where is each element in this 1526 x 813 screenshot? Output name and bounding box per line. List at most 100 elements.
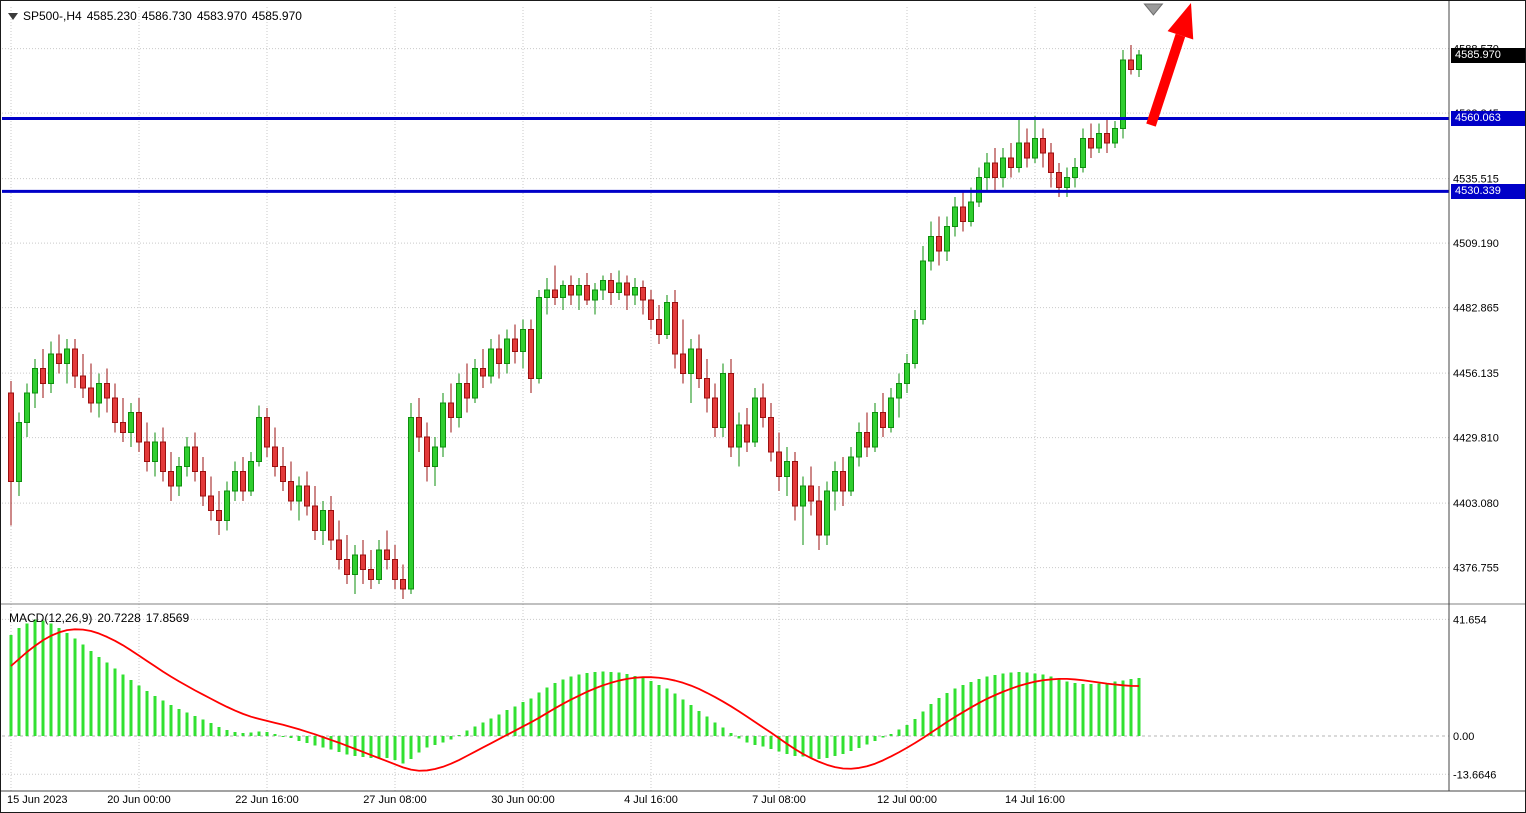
macd-bar: [457, 735, 461, 737]
candle-body: [520, 328, 526, 352]
candle: [888, 388, 894, 433]
candle-body: [432, 446, 438, 468]
candle: [952, 197, 958, 237]
candle: [8, 380, 14, 526]
candle-body: [72, 348, 78, 377]
macd-bar: [1105, 682, 1109, 736]
candle-body: [192, 446, 198, 473]
candle-body: [496, 348, 502, 365]
macd-bar: [689, 704, 693, 736]
macd-bar: [1065, 681, 1069, 736]
candle: [624, 275, 630, 310]
candle: [152, 432, 158, 477]
macd-bar: [529, 698, 533, 736]
macd-bar: [1017, 672, 1021, 736]
trend-arrow-head[interactable]: [1167, 2, 1194, 40]
macd-bar: [873, 736, 877, 742]
candle: [104, 368, 110, 413]
candle-body: [592, 289, 598, 301]
trend-arrow-shaft[interactable]: [1146, 33, 1186, 127]
candle-body: [600, 279, 606, 291]
macd-bar: [193, 715, 197, 736]
candle-body: [24, 392, 30, 424]
candle-body: [248, 461, 254, 492]
macd-bar: [241, 733, 245, 736]
candle-body: [720, 372, 726, 428]
candle-body: [800, 485, 806, 507]
macd-bar: [913, 718, 917, 736]
macd-bar: [673, 693, 677, 736]
candle-body: [792, 461, 798, 507]
candle: [248, 451, 254, 497]
candle: [568, 275, 574, 305]
macd-bar: [353, 736, 357, 756]
candle-body: [896, 382, 902, 399]
current-price-tag: 4585.970: [1451, 47, 1525, 63]
macd-bar: [969, 681, 973, 736]
candle: [72, 339, 78, 389]
candle-body: [680, 353, 686, 374]
candle-body: [280, 466, 286, 482]
macd-bar: [961, 685, 965, 736]
x-axis-label: 22 Jun 16:00: [235, 794, 299, 806]
macd-bar: [433, 736, 437, 745]
candle: [440, 393, 446, 457]
candle-body: [208, 495, 214, 512]
macd-bar: [745, 736, 749, 743]
macd-bar: [857, 736, 861, 748]
candle-body: [544, 289, 550, 299]
candle-body: [696, 348, 702, 379]
macd-name: MACD(12,26,9): [9, 611, 93, 625]
candle: [368, 549, 374, 590]
ohlc-close: 4585.970: [251, 9, 302, 23]
macd-bar: [105, 662, 109, 736]
macd-bar: [905, 724, 909, 736]
macd-bar: [633, 675, 637, 736]
symbol-dropdown-icon[interactable]: [8, 12, 18, 20]
macd-bar: [385, 736, 389, 759]
y-axis-label: 4482.865: [1453, 303, 1499, 315]
candle-body: [400, 578, 406, 590]
candle: [640, 280, 646, 315]
macd-bar: [65, 632, 69, 736]
macd-bar: [369, 736, 373, 759]
macd-bar: [41, 620, 45, 736]
macd-bar: [921, 711, 925, 736]
x-axis-label: 15 Jun 2023: [7, 794, 68, 806]
macd-bar: [929, 703, 933, 736]
object-anchor-marker-icon[interactable]: [1143, 3, 1164, 16]
candle: [664, 295, 670, 340]
macd-bar: [265, 732, 269, 736]
candle-body: [16, 422, 22, 482]
macd-bar: [537, 692, 541, 736]
macd-axis-label: 0.00: [1453, 731, 1474, 743]
macd-bar: [305, 736, 309, 743]
trend-arrow[interactable]: [1146, 2, 1194, 127]
macd-bar: [1009, 672, 1013, 736]
macd-bar: [649, 681, 653, 736]
candle-body: [752, 397, 758, 443]
macd-bar: [1073, 683, 1077, 736]
candle-body: [216, 510, 222, 522]
candle: [936, 216, 942, 266]
candle: [376, 540, 382, 585]
macd-bar: [793, 736, 797, 757]
macd-bar: [497, 714, 501, 736]
candle: [128, 402, 134, 448]
candle-body: [64, 348, 70, 365]
macd-bar: [401, 736, 405, 764]
candle: [992, 148, 998, 193]
macd-bar: [833, 736, 837, 756]
candle-body: [240, 471, 246, 492]
macd-bar: [417, 736, 421, 753]
price-axis[interactable]: 4588.5704562.2454535.5154509.1904482.865…: [1453, 44, 1499, 782]
candle-body: [224, 490, 230, 522]
candle-body: [488, 348, 494, 377]
macd-bar: [977, 678, 981, 736]
candle-body: [168, 471, 174, 487]
candle: [776, 432, 782, 492]
candle: [392, 545, 398, 590]
candle: [968, 187, 974, 227]
candle: [1016, 118, 1022, 173]
